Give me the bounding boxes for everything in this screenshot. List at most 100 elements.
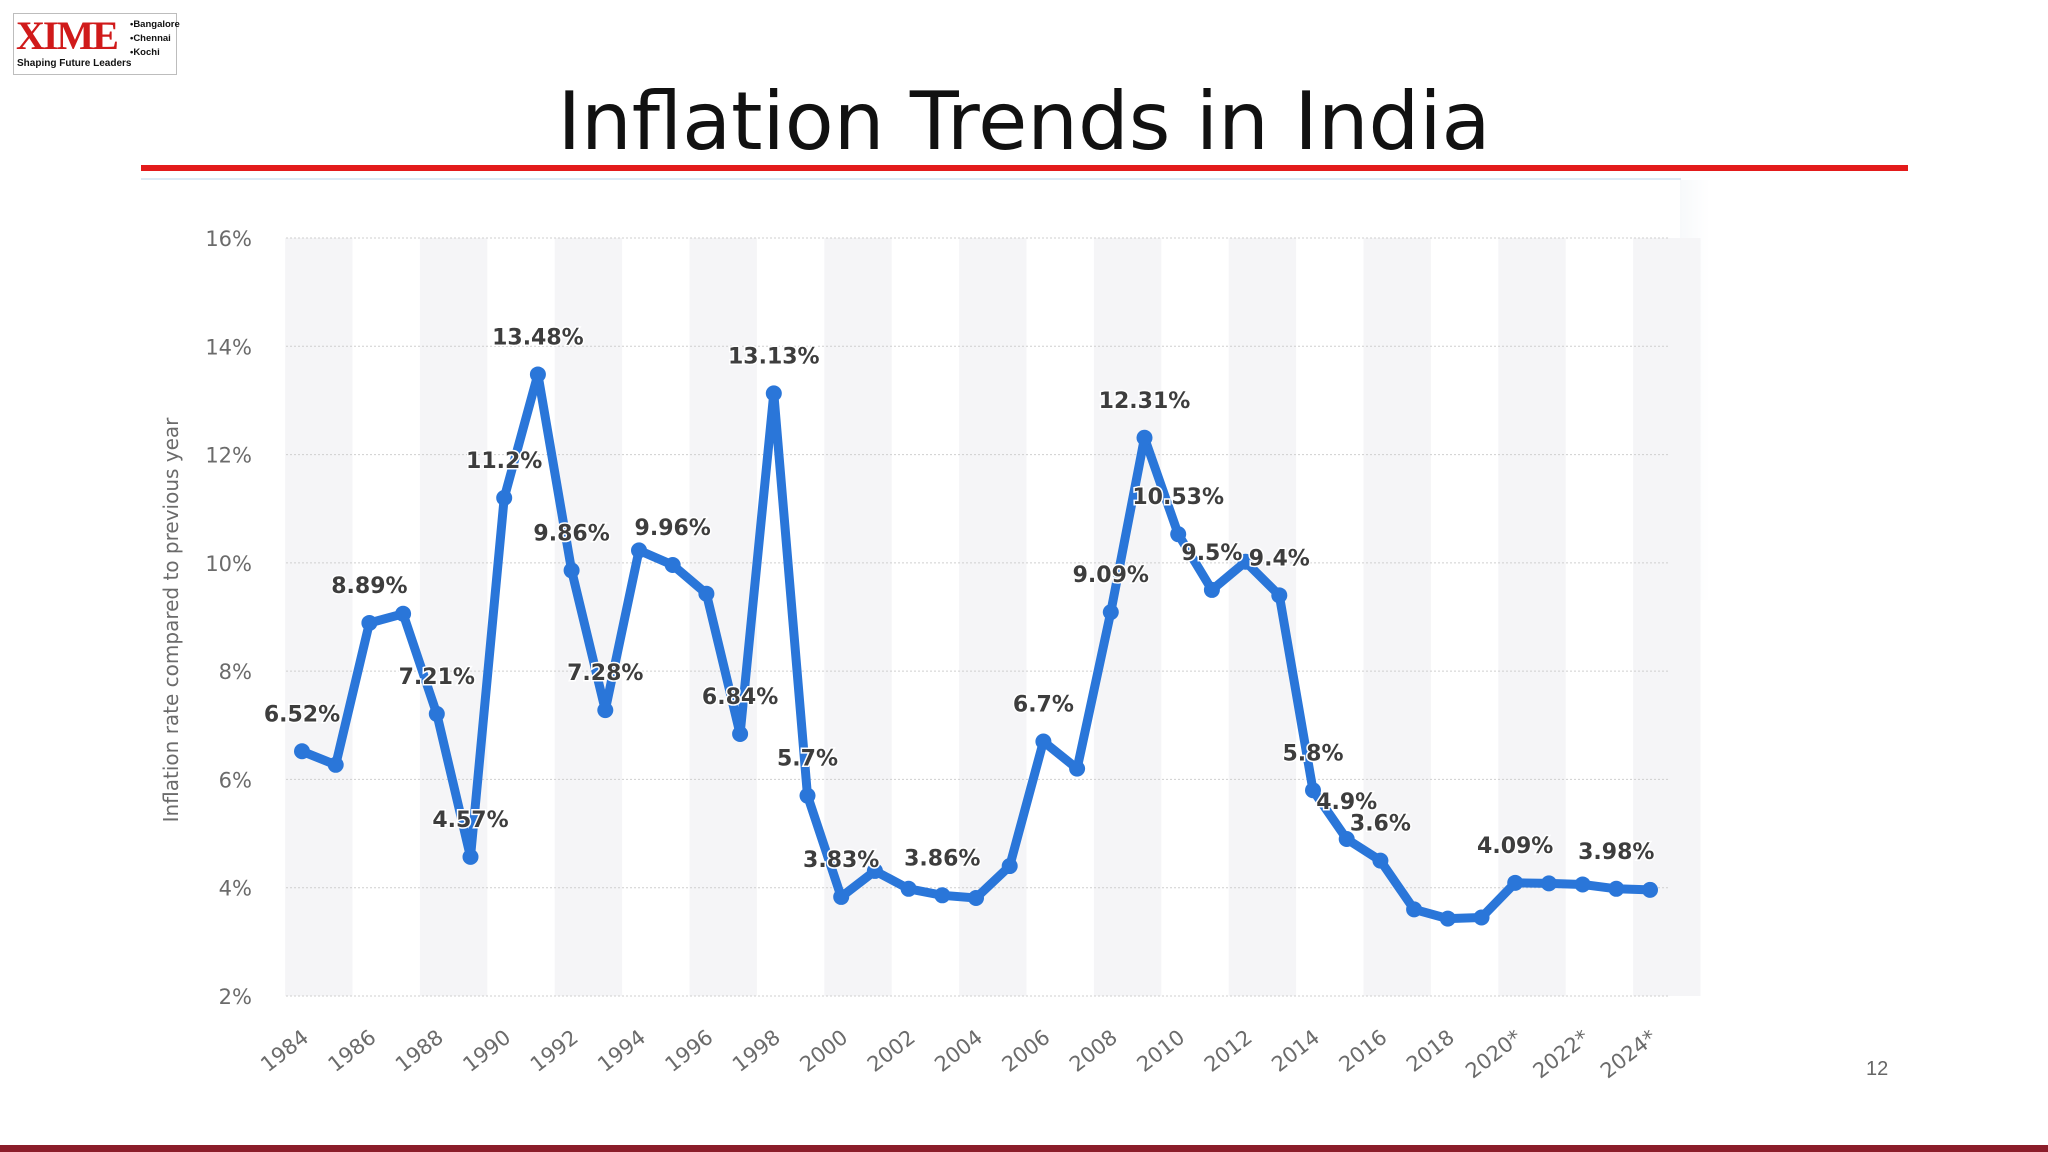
data-point [833,888,850,905]
data-label: 5.7% [777,747,838,772]
y-tick-label: 14% [205,335,252,359]
chart-band [285,238,353,996]
x-tick-label: 2010 [1132,1025,1189,1077]
data-point [799,787,816,804]
data-point [361,614,378,631]
x-tick-label: 2018 [1402,1025,1459,1077]
data-label: 5.8% [1282,741,1343,766]
data-point [1035,733,1052,750]
data-point [1170,526,1187,543]
x-tick-label: 2008 [1065,1025,1122,1077]
logo-mark: XIME [16,13,119,58]
y-tick-label: 2% [219,985,252,1009]
chart-band [1363,238,1431,996]
x-tick-label: 2020* [1461,1025,1526,1083]
data-point [1069,760,1086,777]
data-point [294,743,310,760]
y-tick-label: 12% [205,444,252,468]
data-point [496,489,513,506]
x-tick-label: 1998 [728,1025,785,1077]
data-point [1136,429,1153,446]
x-tick-label: 1990 [458,1025,515,1077]
data-label: 13.48% [492,325,584,350]
x-tick-label: 1996 [661,1025,718,1077]
x-tick-label: 2012 [1200,1025,1257,1077]
data-point [1237,553,1254,570]
data-point [1608,880,1625,897]
chart-band [1093,238,1162,996]
title-underline [141,165,1908,171]
data-label: 4.57% [432,808,508,833]
data-point [1473,909,1490,926]
logo-location: •Bangalore [130,19,180,30]
logo-location: •Chennai [130,33,171,44]
page-number: 12 [1866,1058,1889,1080]
data-label: 3.6% [1350,812,1411,837]
data-point [631,542,647,559]
data-label: 9.86% [533,521,609,546]
data-label: 11.2% [466,449,542,474]
data-point [1540,875,1557,892]
y-tick-label: 10% [205,552,252,576]
data-point [1203,581,1220,598]
data-label: 6.52% [264,702,340,727]
logo-locations: •Bangalore •Chennai •Kochi [130,18,180,60]
x-tick-label: 2006 [998,1025,1055,1077]
x-tick-label: 1984 [256,1025,313,1077]
data-label: 10.53% [1132,485,1224,510]
data-point [1439,910,1456,927]
data-label: 3.86% [904,846,980,871]
y-tick-label: 6% [219,768,252,792]
chart-band [419,238,488,996]
data-point [1001,858,1018,875]
data-point [765,385,782,402]
chart-band [554,238,623,996]
data-point [428,705,445,722]
x-tick-label: 2022* [1529,1025,1594,1083]
y-tick-label: 8% [219,660,252,684]
data-label: 9.5% [1181,541,1242,566]
data-point [563,562,580,579]
x-tick-label: 2002 [863,1025,920,1077]
x-tick-label: 2024* [1596,1025,1661,1083]
data-point [866,862,883,879]
data-point [664,557,681,574]
data-label: 9.4% [1249,546,1310,571]
data-label: 3.83% [803,848,879,873]
x-tick-label: 2016 [1335,1025,1392,1077]
data-label: 7.28% [567,661,643,686]
chart-band [1498,238,1566,996]
x-tick-label: 1986 [324,1025,381,1077]
data-point [900,880,917,897]
data-label: 6.84% [702,685,778,710]
y-tick-label: 4% [219,877,252,901]
x-tick-label: 2004 [930,1025,987,1077]
data-label: 4.09% [1477,834,1553,859]
y-axis-title: Inflation rate compared to previous year [159,417,183,823]
data-label: 12.31% [1099,389,1191,414]
data-label: 6.7% [1013,693,1074,718]
data-label: 4.9% [1316,790,1377,815]
logo-location: •Kochi [130,47,160,58]
data-point [1574,876,1591,893]
bottom-bar [0,1145,2048,1152]
data-label: 9.96% [635,516,711,541]
chart-band [1633,238,1701,996]
data-label: 13.13% [728,344,820,369]
data-label: 8.89% [331,574,407,599]
data-label: 9.09% [1073,563,1149,588]
slide-title: Inflation Trends in India [557,75,1491,168]
data-point [968,890,984,907]
x-tick-label: 1988 [391,1025,448,1077]
data-point [698,585,715,602]
data-point [529,366,546,383]
xime-logo: XIME •Bangalore •Chennai •Kochi Shaping … [13,13,180,75]
data-point [462,848,479,865]
data-point [395,605,412,622]
data-point [1372,852,1389,869]
x-tick-label: 2000 [795,1025,852,1077]
data-point [597,702,614,719]
data-point [1406,901,1423,918]
y-tick-label: 16% [205,227,252,251]
